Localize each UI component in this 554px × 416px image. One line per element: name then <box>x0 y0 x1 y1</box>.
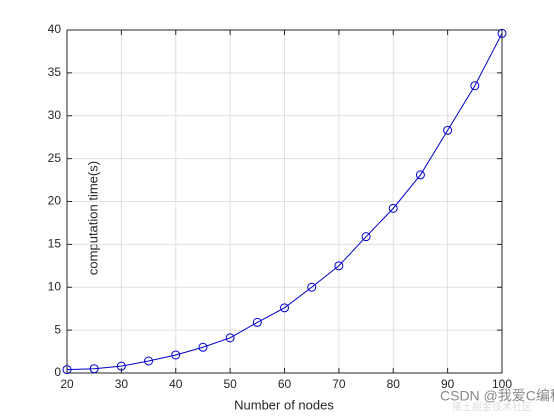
point-marker <box>334 261 344 271</box>
x-tick-label: 90 <box>441 377 455 391</box>
y-tick-label: 40 <box>48 22 62 36</box>
x-tick-label: 100 <box>492 377 512 391</box>
y-tick-label: 30 <box>48 108 62 122</box>
point-marker <box>443 125 453 135</box>
x-tick-label: 70 <box>332 377 346 391</box>
point-marker <box>280 303 289 313</box>
point-marker <box>252 317 262 327</box>
y-axis-label: computation time(s) <box>85 161 100 275</box>
point-marker <box>307 282 317 292</box>
point-marker <box>470 81 480 91</box>
point-marker <box>415 170 425 180</box>
point-marker <box>361 232 371 242</box>
point-marker <box>198 342 208 352</box>
y-tick-label: 15 <box>48 237 62 251</box>
y-tick-label: 0 <box>54 365 61 379</box>
x-axis-label: Number of nodes <box>234 397 334 412</box>
series-line <box>66 33 503 371</box>
point-marker <box>89 364 99 374</box>
x-tick-label: 40 <box>169 377 183 391</box>
watermark: CSDN @我爱C编程 <box>440 388 554 404</box>
point-marker <box>144 356 154 366</box>
x-tick-label: 80 <box>387 377 401 391</box>
point-marker <box>388 203 398 213</box>
y-tick-label: 10 <box>48 279 62 293</box>
point-marker <box>497 28 507 38</box>
point-marker <box>225 333 235 343</box>
y-tick-label: 20 <box>48 194 62 208</box>
x-tick-label: 60 <box>278 377 292 391</box>
y-tick-label: 35 <box>48 65 62 79</box>
x-tick-label: 30 <box>115 377 129 391</box>
x-tick-label: 50 <box>223 377 237 391</box>
watermark: 稀土掘金技术社区 <box>452 401 532 414</box>
y-tick-label: 25 <box>48 151 62 165</box>
point-marker <box>171 350 181 360</box>
point-marker <box>62 365 72 375</box>
y-tick-label: 5 <box>54 322 61 336</box>
point-marker <box>116 361 126 371</box>
plot-frame <box>66 29 503 374</box>
x-tick-label: 20 <box>60 377 74 391</box>
